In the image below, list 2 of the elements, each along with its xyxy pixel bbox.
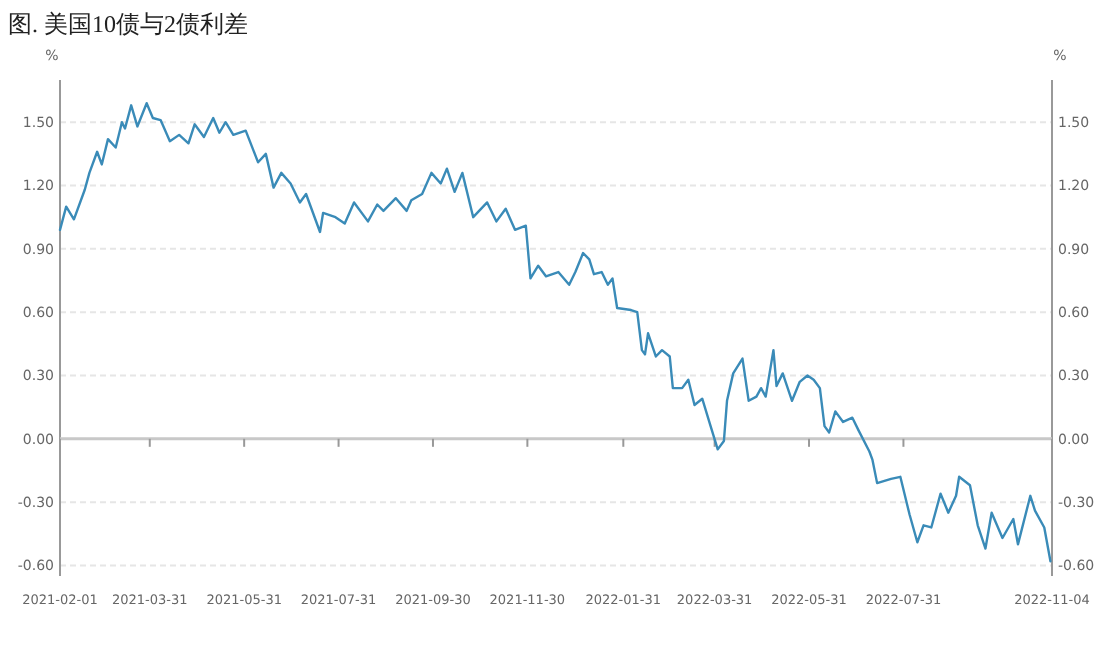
chart-title: 图. 美国10债与2债利差 [8,10,248,38]
line-series [58,102,1052,563]
